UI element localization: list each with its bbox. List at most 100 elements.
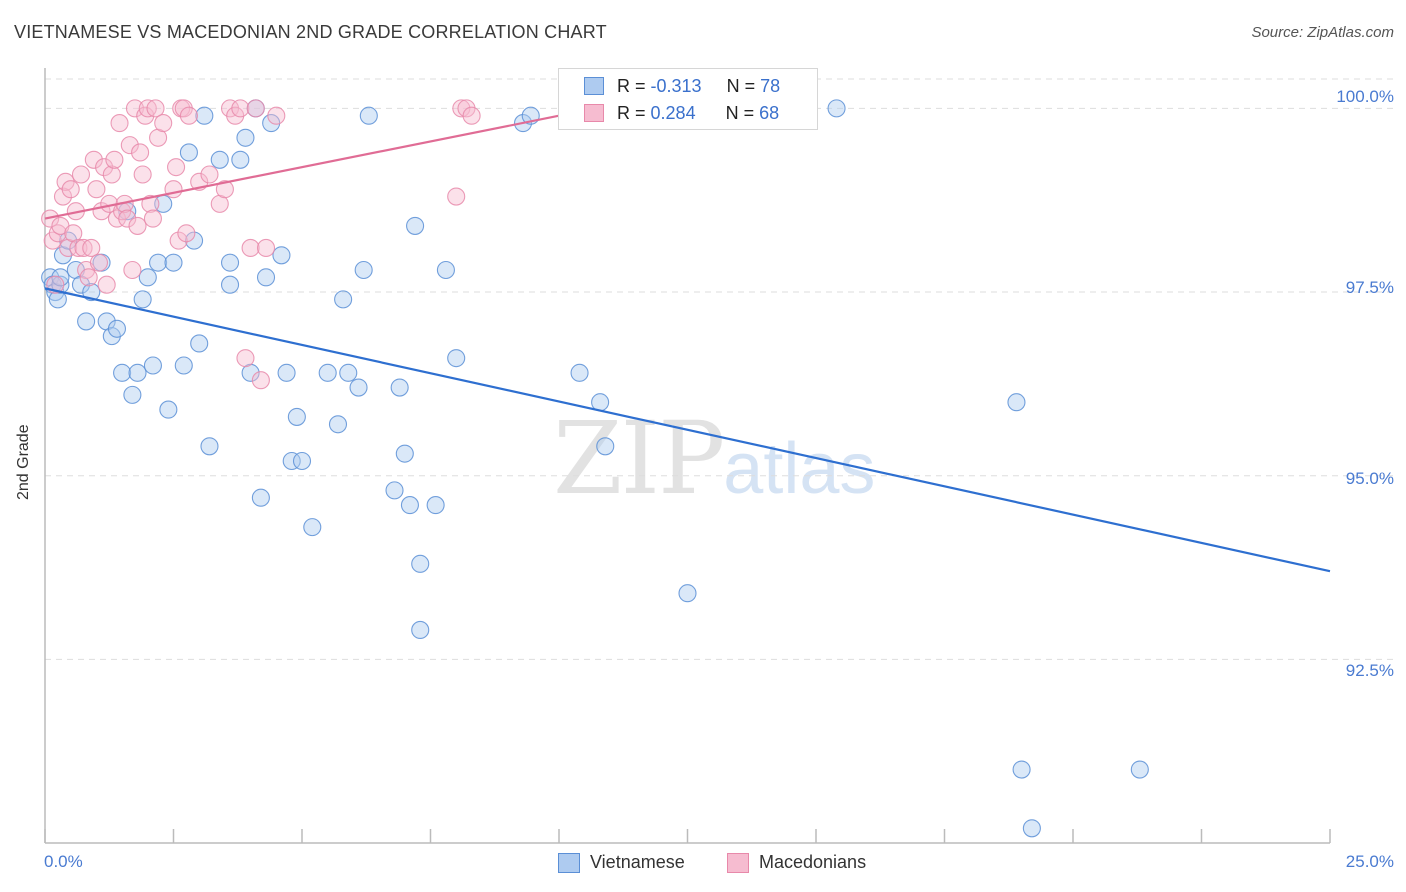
data-point xyxy=(167,158,186,177)
data-point xyxy=(48,224,67,243)
data-point xyxy=(136,106,155,125)
data-point xyxy=(236,128,255,147)
data-point xyxy=(231,99,250,118)
data-point xyxy=(210,150,229,169)
data-point xyxy=(328,415,348,434)
data-point xyxy=(53,187,73,206)
data-point xyxy=(125,99,144,118)
legend-label-vietnamese: Vietnamese xyxy=(590,852,685,872)
data-point xyxy=(1022,819,1041,838)
legend-r-label: R = xyxy=(617,76,646,96)
data-point xyxy=(87,180,106,199)
data-point xyxy=(118,209,137,228)
data-point xyxy=(95,158,114,177)
data-point xyxy=(462,106,481,125)
data-point xyxy=(69,238,88,258)
data-point xyxy=(143,209,162,228)
data-point xyxy=(89,253,109,272)
data-point xyxy=(267,106,286,125)
data-point xyxy=(241,238,260,258)
data-point xyxy=(395,444,414,463)
data-point xyxy=(74,238,93,258)
data-point xyxy=(251,488,270,507)
data-point xyxy=(123,385,142,404)
series-legend: Vietnamese Macedonians xyxy=(0,852,1406,878)
data-point xyxy=(128,363,147,382)
correlation-legend: R = -0.313 N = 78 R = 0.284 N = 68 xyxy=(558,68,818,130)
data-point xyxy=(179,143,198,162)
data-point xyxy=(146,99,165,118)
data-point xyxy=(61,180,80,199)
legend-n-label: N = xyxy=(725,103,755,123)
data-point xyxy=(177,224,196,243)
data-point xyxy=(231,150,250,169)
legend-n-label: N = xyxy=(726,76,756,96)
data-point xyxy=(447,349,466,368)
data-point xyxy=(149,253,168,272)
data-point xyxy=(452,99,471,118)
data-point xyxy=(113,363,132,382)
data-point xyxy=(169,231,188,250)
x-tick-label: 0.0% xyxy=(44,852,83,871)
data-point xyxy=(303,518,322,537)
data-point xyxy=(159,400,178,419)
data-point xyxy=(195,106,214,125)
data-point xyxy=(190,334,209,353)
data-point xyxy=(123,260,142,280)
data-point xyxy=(272,246,291,265)
data-point xyxy=(82,282,101,302)
trend-line-macedonians xyxy=(44,114,560,220)
data-point xyxy=(105,150,124,169)
data-point xyxy=(827,99,846,118)
legend-swatch-vietnamese xyxy=(558,853,580,873)
vietnamese-points xyxy=(41,99,1149,838)
data-point xyxy=(154,114,173,133)
data-point xyxy=(164,253,183,272)
data-point xyxy=(256,238,276,258)
data-point xyxy=(143,356,162,375)
data-point xyxy=(120,136,139,155)
data-point xyxy=(339,363,358,382)
data-point xyxy=(282,451,301,471)
data-point xyxy=(133,165,152,184)
data-point xyxy=(79,268,98,287)
data-point xyxy=(138,268,157,287)
data-point xyxy=(97,275,116,294)
data-point xyxy=(318,363,337,382)
data-point xyxy=(110,114,129,133)
data-point xyxy=(200,165,219,184)
data-point xyxy=(131,143,150,162)
y-tick-label: 100.0% xyxy=(1336,87,1394,106)
data-point xyxy=(179,106,198,125)
data-point xyxy=(51,275,70,294)
axes xyxy=(44,68,1331,844)
data-point xyxy=(102,165,121,184)
data-point xyxy=(174,356,193,375)
data-point xyxy=(220,275,240,294)
legend-n-value: 78 xyxy=(760,76,781,96)
data-point xyxy=(596,437,615,456)
data-point xyxy=(185,231,204,250)
data-point xyxy=(1007,393,1026,412)
data-point xyxy=(570,363,589,382)
macedonian-points xyxy=(41,99,481,390)
data-point xyxy=(334,290,353,309)
y-tick-label: 97.5% xyxy=(1345,278,1394,297)
legend-r-value: -0.313 xyxy=(650,76,702,96)
data-point xyxy=(200,437,219,456)
data-point xyxy=(246,99,265,118)
data-point xyxy=(385,481,404,500)
data-point xyxy=(251,371,270,390)
data-point xyxy=(128,216,147,235)
data-point xyxy=(107,319,127,338)
trend-line-vietnamese xyxy=(44,287,1331,573)
data-point xyxy=(390,378,409,397)
data-point xyxy=(277,363,296,382)
data-point xyxy=(71,165,91,184)
y-axis-label: 2nd Grade xyxy=(15,424,32,500)
data-point xyxy=(215,180,234,199)
data-point xyxy=(82,238,101,258)
y-tick-label: 95.0% xyxy=(1345,469,1394,488)
data-point xyxy=(349,378,368,397)
